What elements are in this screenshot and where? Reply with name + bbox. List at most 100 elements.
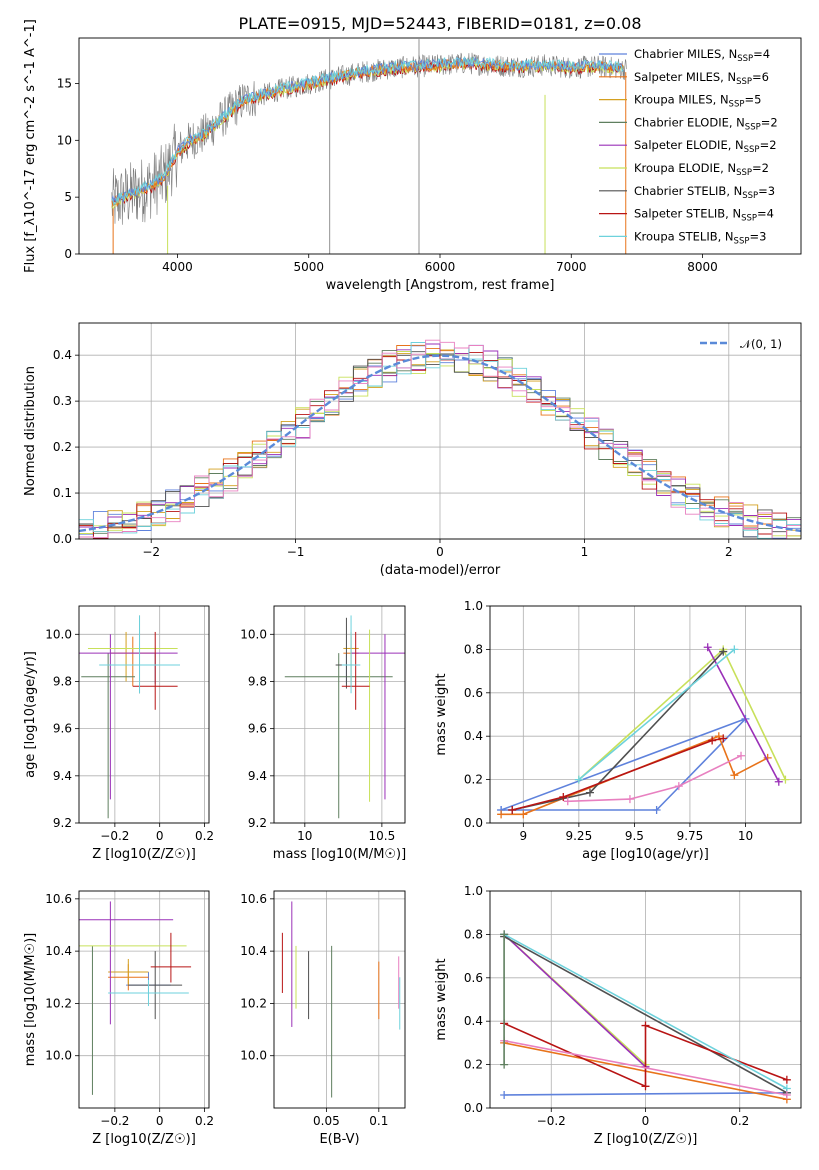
axes-age-vs-Z: −0.2 0 0.2 9.2 9.4 9.6 9.8 10.0 Z [log10(Z/Z☉)] a… bbox=[23, 605, 214, 862]
y-tick-label: 10 bbox=[57, 133, 72, 147]
errorbar-point bbox=[341, 631, 370, 710]
weight-marker bbox=[781, 775, 790, 784]
y-axis-label: mass [log10(M/M☉)] bbox=[23, 933, 38, 1066]
normal-curve bbox=[79, 354, 801, 533]
y-tick-label: 9.2 bbox=[53, 816, 72, 830]
weight-marker bbox=[563, 797, 572, 806]
y-tick-label: 9.8 bbox=[248, 674, 267, 688]
axes-spectrum: 4000 5000 6000 7000 8000 0 5 10 15 wavelength [An… bbox=[23, 19, 802, 293]
model-spectrum bbox=[111, 59, 624, 208]
y-tick-label: 10.0 bbox=[45, 627, 72, 641]
weight-marker bbox=[708, 736, 717, 745]
x-tick-label: 0.2 bbox=[195, 829, 214, 843]
x-tick-label: 0.2 bbox=[195, 1114, 214, 1128]
weight-marker bbox=[559, 792, 568, 801]
x-tick-label: −0.2 bbox=[100, 1114, 129, 1128]
y-tick-label: 5 bbox=[64, 190, 72, 204]
x-tick-label: 8000 bbox=[687, 260, 718, 274]
weight-marker bbox=[719, 647, 728, 656]
weight-line bbox=[567, 754, 742, 803]
axes-residuals: −2 −1 0 1 2 0.0 0.1 0.2 0.3 0.4 (data-model)/error… bbox=[23, 322, 802, 578]
x-axis-label: age [log10(age/yr)] bbox=[582, 847, 709, 862]
plot-area bbox=[497, 643, 790, 819]
legend: Chabrier MILES, NSSP=4 Salpeter MILES, NS… bbox=[599, 47, 778, 246]
y-tick-label: 1.0 bbox=[464, 599, 483, 613]
legend-entry: Salpeter ELODIE, NSSP=2 bbox=[634, 138, 777, 155]
y-tick-label: 10.2 bbox=[45, 996, 72, 1010]
y-tick-label: 9.6 bbox=[248, 722, 267, 736]
figure-title: PLATE=0915, MJD=52443, FIBERID=0181, z=0… bbox=[238, 14, 641, 33]
weight-line bbox=[512, 651, 724, 811]
legend-entry: 𝒩(0, 1) bbox=[740, 337, 782, 351]
plot-area bbox=[79, 339, 801, 539]
legend: 𝒩(0, 1) bbox=[700, 337, 782, 351]
weight-line bbox=[706, 646, 780, 783]
errorbar-point bbox=[150, 932, 192, 983]
axes-frame bbox=[78, 37, 802, 255]
y-tick-label: 9.8 bbox=[53, 674, 72, 688]
y-tick-label: 0.2 bbox=[464, 773, 483, 787]
weight-line bbox=[578, 648, 787, 781]
x-axis-label: Z [log10(Z/Z☉)] bbox=[92, 1132, 196, 1147]
legend-entry: Salpeter MILES, NSSP=6 bbox=[634, 70, 769, 87]
model-spectrum bbox=[111, 58, 624, 210]
plot-area bbox=[500, 930, 791, 1104]
residual-histogram bbox=[79, 342, 801, 539]
x-tick-label: 7000 bbox=[556, 260, 587, 274]
weight-line bbox=[503, 1022, 788, 1088]
weight-line bbox=[503, 933, 788, 1090]
y-tick-label: 10.0 bbox=[240, 1049, 267, 1063]
legend-entry: Kroupa MILES, NSSP=5 bbox=[634, 93, 761, 110]
errorbar-point bbox=[128, 951, 183, 1020]
errorbar-point bbox=[351, 634, 405, 800]
legend-entry: Chabrier STELIB, NSSP=3 bbox=[634, 184, 775, 201]
axes-frame bbox=[78, 605, 210, 824]
y-tick-label: 0.3 bbox=[53, 394, 72, 408]
y-tick-label: 10.4 bbox=[45, 944, 72, 958]
x-tick-label: 10.5 bbox=[369, 829, 396, 843]
weight-marker bbox=[782, 1075, 791, 1084]
y-tick-label: 0.4 bbox=[53, 348, 72, 362]
weight-marker bbox=[500, 1090, 509, 1099]
x-tick-label: −2 bbox=[142, 545, 160, 559]
weight-line bbox=[504, 1092, 787, 1096]
axes-weight-vs-age: 9 9.25 9.5 9.75 10 0.0 0.2 0.4 0.6 0.8 1.0 age [log… bbox=[434, 599, 802, 862]
axes-age-vs-mass: 10 10.5 9.2 9.4 9.6 9.8 10.0 mass [log10(M/M☉)] bbox=[240, 605, 406, 862]
x-axis-label: Z [log10(Z/Z☉)] bbox=[92, 847, 196, 862]
weight-line bbox=[578, 648, 735, 781]
x-tick-label: −0.2 bbox=[100, 829, 129, 843]
weight-marker bbox=[508, 805, 517, 814]
y-tick-label: 10.4 bbox=[240, 944, 267, 958]
plot-area bbox=[284, 615, 405, 819]
x-tick-label: 0 bbox=[436, 545, 444, 559]
x-tick-label: 9.5 bbox=[625, 829, 644, 843]
y-tick-label: 0.6 bbox=[464, 971, 483, 985]
y-axis-label: mass weight bbox=[434, 958, 449, 1040]
y-tick-label: 0.6 bbox=[464, 686, 483, 700]
y-axis-label: Normed distribution bbox=[23, 366, 38, 496]
y-tick-label: 1.0 bbox=[464, 884, 483, 898]
x-axis-label: mass [log10(M/M☉)] bbox=[273, 847, 406, 862]
y-tick-label: 9.2 bbox=[248, 816, 267, 830]
errorbar-point bbox=[99, 615, 180, 694]
axes-frame bbox=[489, 605, 802, 824]
y-tick-label: 0.1 bbox=[53, 486, 72, 500]
legend-entry: Chabrier ELODIE, NSSP=2 bbox=[634, 115, 778, 132]
weight-line bbox=[512, 737, 724, 811]
x-tick-label: 0.2 bbox=[730, 1114, 749, 1128]
y-tick-label: 0.8 bbox=[464, 642, 483, 656]
weight-marker bbox=[730, 771, 739, 780]
plot-area bbox=[111, 39, 627, 254]
x-tick-label: 4000 bbox=[162, 260, 193, 274]
weight-marker bbox=[625, 795, 634, 804]
x-axis-label: (data-model)/error bbox=[380, 563, 501, 578]
x-tick-label: 0 bbox=[156, 829, 164, 843]
y-tick-label: 10.6 bbox=[240, 892, 267, 906]
x-tick-label: 9.25 bbox=[565, 829, 592, 843]
y-tick-label: 9.6 bbox=[53, 722, 72, 736]
axes-weight-vs-Z: −0.2 0 0.2 0.0 0.2 0.4 0.6 0.8 1.0 Z [log10(Z/Z☉)… bbox=[434, 884, 802, 1147]
y-tick-label: 10.6 bbox=[45, 892, 72, 906]
axes-mass-vs-EBV: 0.05 0.1 10.0 10.2 10.4 10.6 E(B-V) bbox=[240, 890, 406, 1147]
y-tick-label: 0.2 bbox=[464, 1058, 483, 1072]
